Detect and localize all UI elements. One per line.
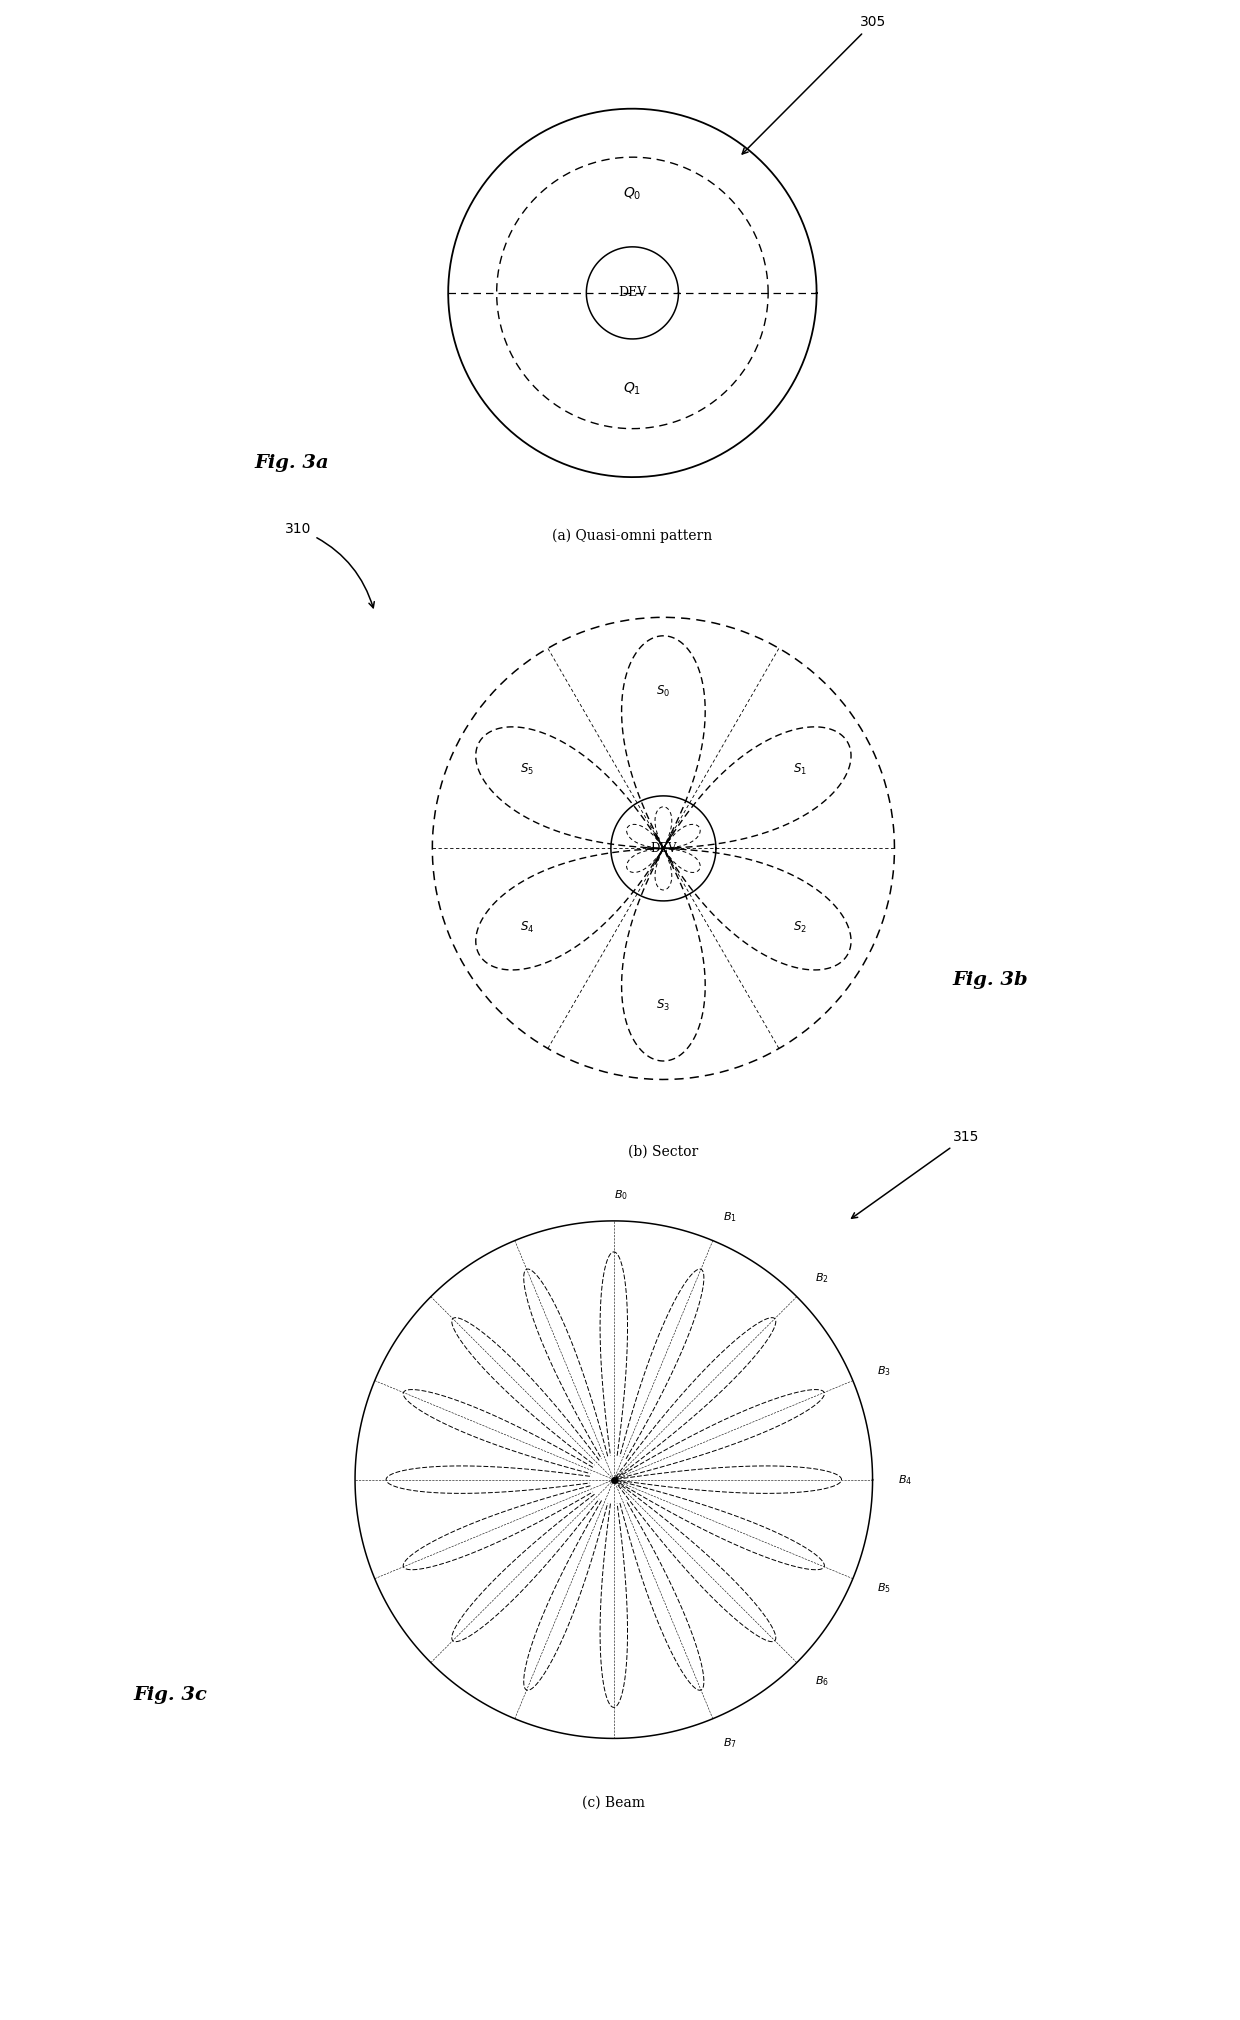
Text: $B_1$: $B_1$ bbox=[723, 1210, 737, 1224]
Text: (c) Beam: (c) Beam bbox=[583, 1796, 645, 1810]
Text: (b) Sector: (b) Sector bbox=[629, 1143, 698, 1157]
Text: Fig. 3a: Fig. 3a bbox=[254, 454, 329, 471]
Text: Fig. 3b: Fig. 3b bbox=[952, 972, 1028, 988]
Text: $B_7$: $B_7$ bbox=[723, 1735, 737, 1749]
Text: $S_4$: $S_4$ bbox=[521, 919, 534, 935]
Text: $S_0$: $S_0$ bbox=[656, 683, 671, 699]
Text: $B_5$: $B_5$ bbox=[877, 1582, 890, 1596]
Text: Fig. 3c: Fig. 3c bbox=[133, 1687, 207, 1705]
Text: $B_6$: $B_6$ bbox=[815, 1675, 830, 1689]
Text: $Q_1$: $Q_1$ bbox=[624, 380, 641, 396]
Text: $S_5$: $S_5$ bbox=[521, 762, 534, 778]
Text: 305: 305 bbox=[743, 16, 887, 154]
Text: DEV: DEV bbox=[619, 287, 646, 299]
Text: 310: 310 bbox=[285, 523, 374, 608]
Text: $Q_0$: $Q_0$ bbox=[624, 186, 641, 202]
Text: DEV: DEV bbox=[650, 842, 677, 854]
Text: $B_3$: $B_3$ bbox=[877, 1364, 890, 1378]
Text: $S_3$: $S_3$ bbox=[656, 998, 671, 1014]
Text: $B_0$: $B_0$ bbox=[614, 1188, 627, 1202]
Text: $S_1$: $S_1$ bbox=[792, 762, 806, 778]
Text: $S_2$: $S_2$ bbox=[792, 919, 806, 935]
Text: (a) Quasi-omni pattern: (a) Quasi-omni pattern bbox=[552, 529, 713, 543]
Text: $B_2$: $B_2$ bbox=[815, 1271, 828, 1285]
Text: 315: 315 bbox=[852, 1129, 980, 1218]
Text: $B_4$: $B_4$ bbox=[899, 1473, 913, 1487]
